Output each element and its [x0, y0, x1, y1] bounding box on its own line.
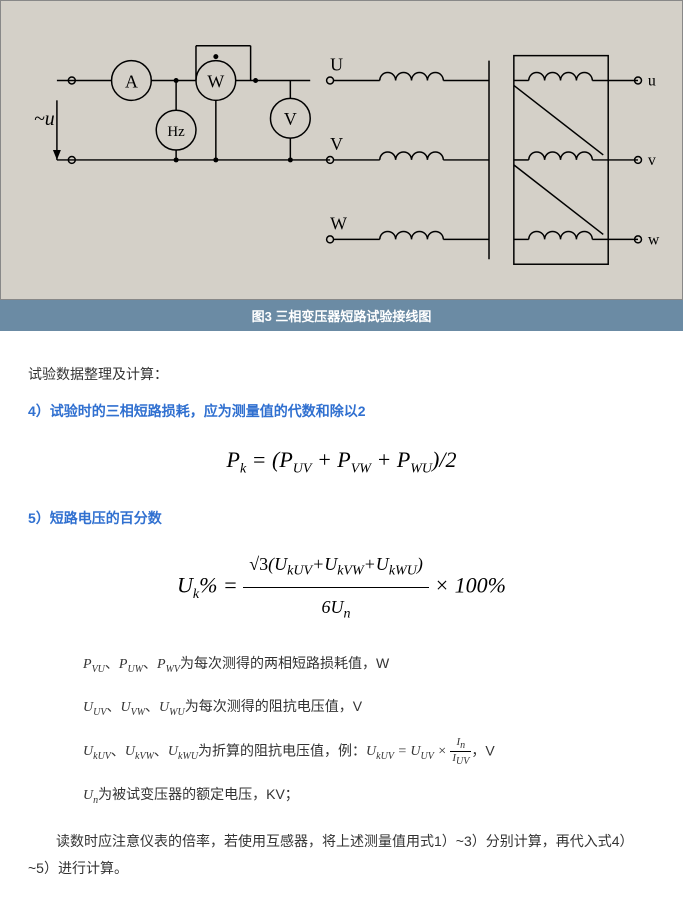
source-label: ~u	[34, 108, 55, 130]
content-area: 试验数据整理及计算： 4）试验时的三相短路损耗，应为测量值的代数和除以2 Pk …	[0, 331, 683, 901]
circuit-svg: ~u A W V Hz U V W	[1, 1, 682, 299]
terminal-v: v	[648, 152, 656, 169]
desc-line-2: UUV、UVW、UWU为每次测得的阻抗电压值，V	[83, 693, 655, 722]
terminal-V: V	[330, 134, 343, 154]
desc-line-1: PVU、PUW、PWV为每次测得的两相短路损耗值，W	[83, 650, 655, 679]
voltmeter-label: V	[284, 109, 297, 129]
desc-line-3: UkUV、UkVW、UkWU为折算的阻抗电压值，例：UkUV = UUV × I…	[83, 736, 655, 767]
freq-label: Hz	[167, 124, 185, 140]
circuit-diagram: ~u A W V Hz U V W	[0, 0, 683, 300]
terminal-w: w	[648, 231, 660, 248]
terminal-U: U	[330, 55, 343, 75]
ammeter-label: A	[125, 71, 138, 91]
section4-title: 4）试验时的三相短路损耗，应为测量值的代数和除以2	[28, 398, 655, 425]
symbol-descriptions: PVU、PUW、PWV为每次测得的两相短路损耗值，W UUV、UVW、UWU为每…	[28, 650, 655, 810]
section5-title: 5）短路电压的百分数	[28, 505, 655, 532]
figure-caption: 图3 三相变压器短路试验接线图	[0, 300, 683, 331]
desc-line-4: Un为被试变压器的额定电压，KV；	[83, 781, 655, 810]
terminal-u: u	[648, 72, 656, 89]
footer-paragraph: 读数时应注意仪表的倍率，若使用互感器，将上述测量值用式1）~3）分别计算，再代入…	[28, 828, 655, 881]
formula-uk: Uk% = √3(UkUV+UkVW+UkWU) 6Un × 100%	[28, 547, 655, 628]
formula-pk: Pk = (PUV + PVW + PWU)/2	[28, 439, 655, 483]
wattmeter-label: W	[207, 71, 224, 91]
terminal-W: W	[330, 213, 347, 233]
intro-text: 试验数据整理及计算：	[28, 361, 655, 388]
